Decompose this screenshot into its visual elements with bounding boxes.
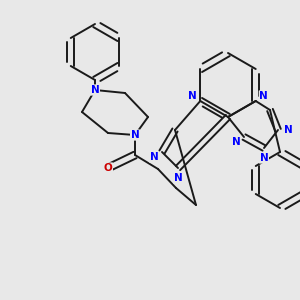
Text: N: N <box>188 91 197 101</box>
Text: O: O <box>103 163 112 173</box>
Text: N: N <box>150 152 158 162</box>
Text: N: N <box>232 137 240 147</box>
Text: N: N <box>130 130 140 140</box>
Text: N: N <box>174 173 182 183</box>
Text: N: N <box>91 85 99 95</box>
Text: N: N <box>259 91 268 101</box>
Text: N: N <box>260 153 268 163</box>
Text: N: N <box>284 125 292 135</box>
